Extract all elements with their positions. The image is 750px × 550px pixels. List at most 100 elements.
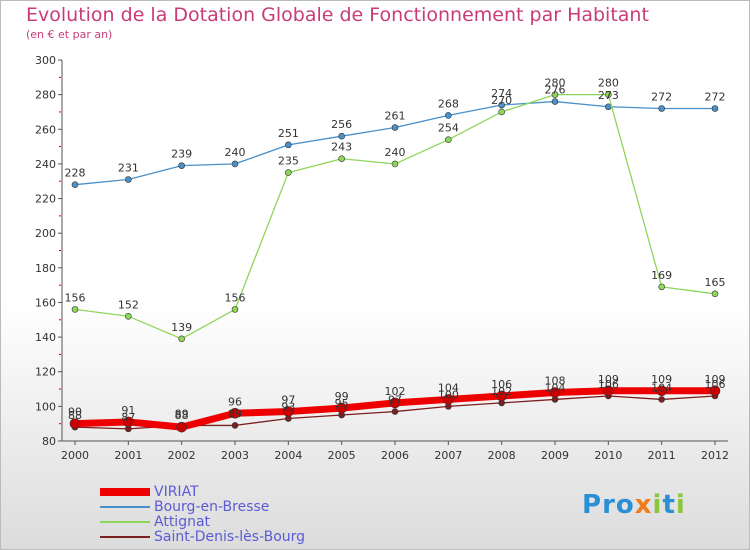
data-label: 104 bbox=[545, 381, 566, 394]
data-point bbox=[549, 387, 561, 398]
data-label: 251 bbox=[278, 127, 299, 140]
data-label: 109 bbox=[651, 373, 672, 386]
data-point bbox=[498, 101, 505, 109]
data-label: 169 bbox=[651, 269, 672, 282]
logo-letter: x bbox=[634, 490, 653, 520]
data-label: 104 bbox=[651, 381, 672, 394]
y-tick-label: 160 bbox=[35, 296, 56, 309]
data-label: 102 bbox=[491, 385, 512, 398]
data-point bbox=[551, 91, 559, 98]
data-label: 156 bbox=[65, 291, 86, 304]
data-point bbox=[71, 181, 79, 188]
data-point bbox=[658, 105, 665, 112]
data-point bbox=[656, 385, 667, 397]
legend-label: VIRIAT bbox=[154, 484, 199, 500]
data-label: 280 bbox=[598, 77, 619, 90]
data-label: 106 bbox=[705, 378, 726, 391]
data-point bbox=[285, 141, 292, 149]
data-point bbox=[391, 408, 399, 415]
data-point bbox=[711, 290, 719, 298]
data-label: 106 bbox=[598, 378, 619, 391]
proxiti-logo: Proxiti bbox=[582, 490, 686, 520]
legend-label: Attignat bbox=[154, 514, 211, 530]
legend-swatch bbox=[100, 488, 150, 496]
data-label: 268 bbox=[438, 97, 459, 110]
x-tick-label: 2012 bbox=[701, 449, 729, 462]
data-label: 102 bbox=[385, 385, 406, 398]
x-tick-label: 2003 bbox=[221, 449, 249, 462]
y-tick-label: 260 bbox=[35, 123, 56, 136]
data-point bbox=[498, 108, 505, 116]
data-label: 106 bbox=[491, 378, 512, 391]
logo-letter: i bbox=[675, 490, 686, 520]
legend-item: Saint-Denis-lès-Bourg bbox=[100, 529, 305, 545]
data-label: 104 bbox=[438, 381, 459, 394]
data-label: 100 bbox=[438, 388, 459, 401]
data-label: 231 bbox=[118, 161, 139, 174]
y-tick-label: 140 bbox=[35, 331, 56, 344]
data-label: 152 bbox=[118, 298, 139, 311]
x-tick-label: 2005 bbox=[328, 449, 356, 462]
data-point bbox=[231, 160, 239, 168]
data-label: 270 bbox=[491, 94, 512, 107]
x-tick-label: 2008 bbox=[488, 449, 516, 462]
data-label: 254 bbox=[438, 122, 459, 135]
data-label: 108 bbox=[545, 375, 566, 388]
data-point bbox=[338, 132, 345, 140]
legend-label: Saint-Denis-lès-Bourg bbox=[154, 529, 306, 545]
data-label: 93 bbox=[281, 400, 295, 413]
data-point bbox=[229, 407, 241, 419]
data-label: 88 bbox=[68, 409, 82, 422]
x-tick-label: 2002 bbox=[168, 449, 196, 462]
data-label: 240 bbox=[225, 146, 246, 159]
legend-swatch bbox=[100, 536, 150, 538]
logo-letter: P bbox=[582, 490, 603, 520]
x-tick-label: 2009 bbox=[541, 449, 569, 462]
data-point bbox=[496, 390, 507, 402]
data-label: 273 bbox=[598, 89, 619, 102]
data-point bbox=[125, 313, 132, 320]
data-label: 240 bbox=[385, 146, 406, 159]
data-point bbox=[658, 283, 665, 291]
data-label: 88 bbox=[175, 409, 189, 422]
y-tick-label: 100 bbox=[35, 400, 56, 413]
data-label: 89 bbox=[175, 407, 189, 420]
data-point bbox=[605, 103, 612, 111]
data-point bbox=[338, 155, 345, 163]
data-point bbox=[178, 335, 185, 343]
data-point bbox=[445, 112, 452, 119]
data-point bbox=[605, 91, 612, 98]
data-point bbox=[389, 397, 401, 409]
x-tick-label: 2006 bbox=[381, 449, 409, 462]
data-point bbox=[123, 416, 134, 428]
legend-swatch bbox=[100, 521, 150, 523]
series-line-attignat bbox=[74, 93, 716, 340]
legend-swatch bbox=[100, 506, 150, 508]
data-point bbox=[285, 169, 292, 176]
data-label: 99 bbox=[335, 390, 349, 403]
chart-title: Evolution de la Dotation Globale de Fonc… bbox=[26, 4, 649, 26]
legend-item: Attignat bbox=[100, 514, 210, 530]
data-point bbox=[125, 176, 132, 183]
data-label: 165 bbox=[705, 276, 726, 289]
legend-item: VIRIAT bbox=[100, 484, 199, 500]
data-label: 239 bbox=[171, 148, 192, 161]
y-tick-label: 120 bbox=[35, 366, 56, 379]
data-label: 109 bbox=[705, 373, 726, 386]
data-label: 96 bbox=[228, 395, 242, 408]
data-point bbox=[443, 394, 454, 405]
data-point bbox=[391, 124, 399, 131]
data-point bbox=[231, 306, 239, 313]
x-tick-label: 2001 bbox=[114, 449, 142, 462]
y-tick-label: 240 bbox=[35, 158, 56, 171]
chart-subtitle: (en € et par an) bbox=[26, 28, 113, 41]
data-label: 89 bbox=[228, 407, 242, 420]
data-label: 228 bbox=[65, 167, 86, 180]
data-point bbox=[71, 306, 79, 313]
data-label: 109 bbox=[598, 373, 619, 386]
data-label: 139 bbox=[171, 321, 192, 334]
y-tick-label: 80 bbox=[42, 435, 56, 448]
data-label: 272 bbox=[705, 90, 726, 103]
data-point bbox=[658, 396, 665, 403]
